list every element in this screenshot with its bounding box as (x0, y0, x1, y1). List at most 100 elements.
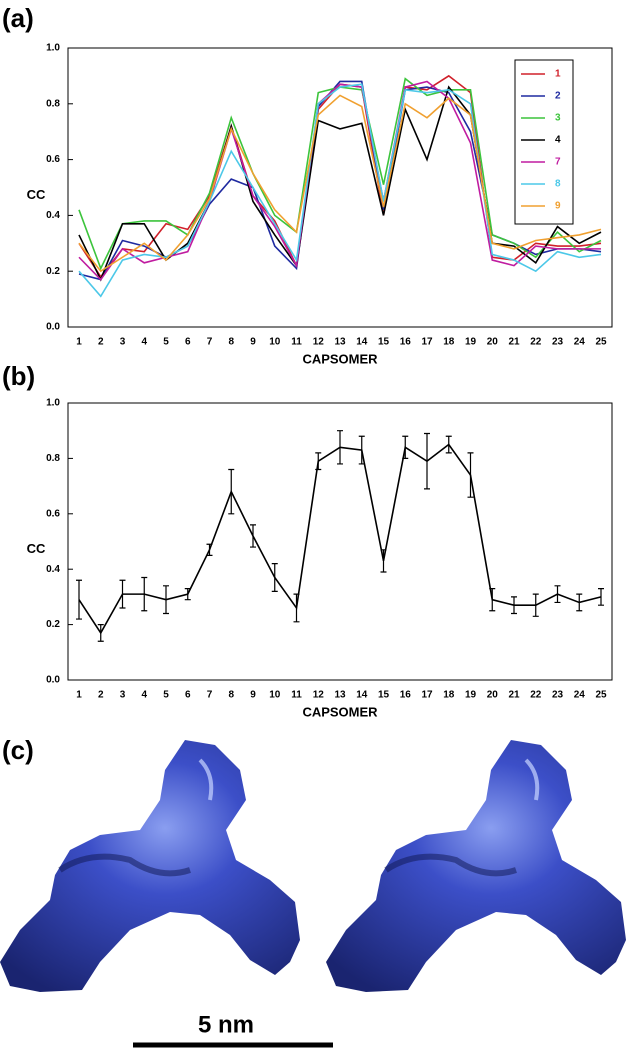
error-bar (467, 452, 474, 498)
series-line (78, 83, 602, 298)
x-tick-label: 8 (228, 690, 234, 701)
error-bar (97, 624, 104, 642)
error-bar (76, 579, 82, 620)
x-tick-label: 13 (334, 690, 346, 701)
x-tick-label: 21 (508, 337, 520, 348)
error-bar (532, 593, 539, 617)
x-tick-label: 16 (400, 337, 412, 348)
y-axis-label: CC (27, 187, 46, 202)
x-tick-label: 2 (98, 690, 104, 701)
legend-box (514, 59, 574, 225)
x-tick-label: 10 (269, 690, 281, 701)
x-tick-label: 2 (98, 337, 104, 348)
x-tick-label: 11 (291, 337, 302, 348)
y-tick-label: 0.0 (46, 675, 60, 686)
y-tick-label: 1.0 (46, 43, 60, 54)
error-bar (206, 543, 213, 556)
density-map (326, 740, 626, 992)
x-tick-label: 7 (207, 690, 213, 701)
x-tick-label: 4 (141, 337, 147, 348)
x-tick-label: 23 (552, 337, 564, 348)
legend-label: 9 (555, 201, 561, 212)
error-bar (315, 452, 322, 471)
scale-bar-label: 5 nm (198, 1011, 254, 1038)
x-tick-label: 9 (250, 690, 256, 701)
x-tick-label: 18 (443, 690, 455, 701)
plot-frame (67, 402, 613, 681)
x-tick-label: 17 (421, 337, 433, 348)
x-tick-label: 25 (595, 690, 607, 701)
x-tick-label: 10 (269, 337, 281, 348)
legend-label: 8 (555, 179, 561, 190)
error-bar (271, 563, 278, 592)
error-bar (489, 587, 496, 612)
y-tick-label: 0.6 (46, 508, 60, 519)
legend-label: 7 (555, 157, 561, 168)
density-map (0, 740, 300, 992)
panel-label: (a) (2, 3, 34, 33)
error-bar (141, 576, 148, 612)
legend-label: 4 (555, 135, 561, 146)
x-tick-label: 17 (421, 690, 433, 701)
x-tick-label: 13 (334, 337, 346, 348)
x-tick-label: 16 (400, 690, 412, 701)
error-bar (337, 430, 343, 465)
error-bar (424, 432, 430, 490)
error-bar (119, 579, 126, 609)
error-bar (511, 596, 517, 615)
x-tick-label: 25 (595, 337, 607, 348)
x-tick-label: 11 (291, 690, 302, 701)
x-tick-label: 7 (207, 337, 213, 348)
error-bar (380, 549, 387, 573)
x-tick-label: 3 (120, 337, 126, 348)
x-tick-label: 6 (185, 690, 191, 701)
x-tick-label: 14 (356, 337, 368, 348)
y-tick-label: 0.0 (46, 322, 60, 333)
panel-label: (b) (2, 361, 35, 391)
x-tick-label: 19 (465, 690, 477, 701)
error-bar (402, 435, 409, 459)
y-tick-label: 0.4 (46, 564, 60, 575)
x-axis-label: CAPSOMER (302, 351, 378, 366)
y-tick-label: 0.2 (46, 619, 60, 630)
x-tick-label: 4 (141, 690, 147, 701)
x-tick-label: 14 (356, 690, 368, 701)
x-tick-label: 15 (378, 337, 390, 348)
x-tick-label: 22 (530, 337, 542, 348)
x-tick-label: 9 (250, 337, 256, 348)
error-bar (184, 587, 191, 601)
series-line (78, 94, 602, 273)
y-tick-label: 1.0 (46, 398, 60, 409)
y-axis-label: CC (27, 541, 46, 556)
y-tick-label: 0.2 (46, 266, 60, 277)
legend-label: 2 (555, 91, 561, 102)
x-tick-label: 19 (465, 337, 477, 348)
x-tick-label: 20 (487, 690, 499, 701)
x-tick-label: 1 (76, 337, 82, 348)
x-tick-label: 8 (228, 337, 234, 348)
x-tick-label: 24 (574, 337, 586, 348)
y-tick-label: 0.4 (46, 210, 60, 221)
x-tick-label: 6 (185, 337, 191, 348)
x-tick-label: 1 (76, 690, 82, 701)
x-tick-label: 5 (163, 690, 169, 701)
x-tick-label: 20 (487, 337, 499, 348)
legend-label: 1 (555, 69, 561, 80)
x-tick-label: 22 (530, 690, 542, 701)
data-line (78, 443, 602, 635)
y-tick-label: 0.6 (46, 154, 60, 165)
legend-label: 3 (555, 113, 561, 124)
error-bar (445, 435, 452, 454)
x-axis-label: CAPSOMER (302, 704, 378, 719)
x-tick-label: 15 (378, 690, 390, 701)
plot-frame (67, 47, 613, 328)
y-tick-label: 0.8 (46, 453, 60, 464)
error-bar (576, 593, 583, 612)
error-bar (250, 524, 256, 548)
error-bar (293, 593, 300, 623)
x-tick-label: 24 (574, 690, 586, 701)
y-tick-label: 0.8 (46, 98, 60, 109)
error-bar (554, 585, 561, 604)
x-tick-label: 12 (313, 337, 325, 348)
